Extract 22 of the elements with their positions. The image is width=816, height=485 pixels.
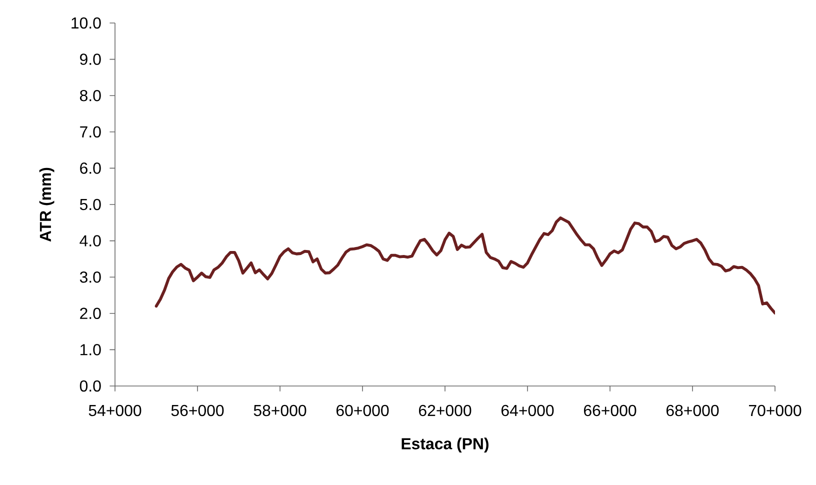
y-tick-label: 9.0 [80,54,101,65]
y-tick-label: 2.0 [80,308,101,320]
x-tick-label: 60+000 [336,404,389,416]
y-tick-label: 1.0 [80,344,101,356]
x-tick-label: 70+000 [749,404,802,416]
y-tick-label: 5.0 [80,198,101,210]
y-tick-label: 0.0 [80,380,101,392]
x-tick-label: 54+000 [88,404,142,416]
y-tick-label: 10.0 [72,17,101,29]
x-tick-label: 66+000 [584,404,636,416]
x-tick-label: 68+000 [666,404,719,416]
y-tick-label: 4.0 [80,235,101,246]
y-tick-label: 7.0 [80,126,101,138]
x-tick-label: 58+000 [254,404,306,416]
x-axis-title: Estaca (PN) [402,438,488,453]
y-axis-title: ATR (mm) [39,168,54,242]
x-tick-label: 64+000 [502,404,554,416]
x-tick-label: 56+000 [171,404,224,416]
y-tick-label: 3.0 [80,271,101,283]
y-tick-label: 6.0 [80,162,101,174]
x-tick-label: 62+000 [419,404,472,416]
y-tick-label: 8.0 [80,90,101,102]
